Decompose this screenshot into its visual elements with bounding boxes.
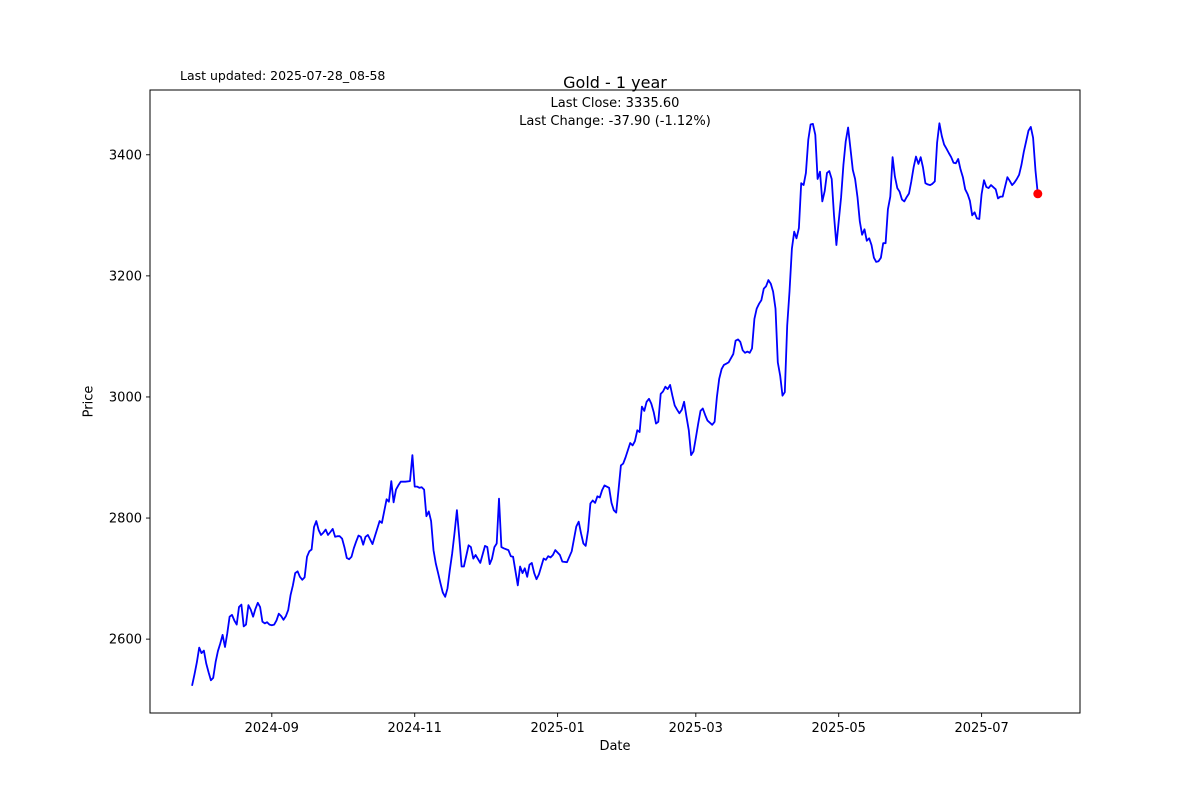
y-tick-label: 3200 [109, 269, 142, 284]
y-tick-label: 3000 [109, 390, 142, 405]
x-tick-label: 2025-01 [530, 721, 584, 736]
x-tick-label: 2024-09 [245, 721, 299, 736]
last-close-annotation: Last Close: 3335.60 [550, 96, 680, 111]
x-tick-label: 2025-03 [669, 721, 723, 736]
y-tick-label: 2600 [109, 633, 142, 648]
x-tick-label: 2025-05 [812, 721, 866, 736]
last-change-annotation: Last Change: -37.90 (-1.12%) [519, 114, 711, 129]
chart-title: Gold - 1 year [563, 73, 667, 92]
price-line [191, 122, 1039, 686]
x-tick-label: 2025-07 [954, 721, 1008, 736]
last-updated-text: Last updated: 2025-07-28_08-58 [180, 68, 386, 83]
last-price-marker [1033, 189, 1043, 199]
x-axis-label: Date [599, 739, 631, 754]
y-tick-label: 2800 [109, 512, 142, 527]
x-tick-label: 2024-11 [388, 721, 442, 736]
axes-spines [149, 89, 1081, 714]
y-tick-label: 3400 [109, 148, 142, 163]
